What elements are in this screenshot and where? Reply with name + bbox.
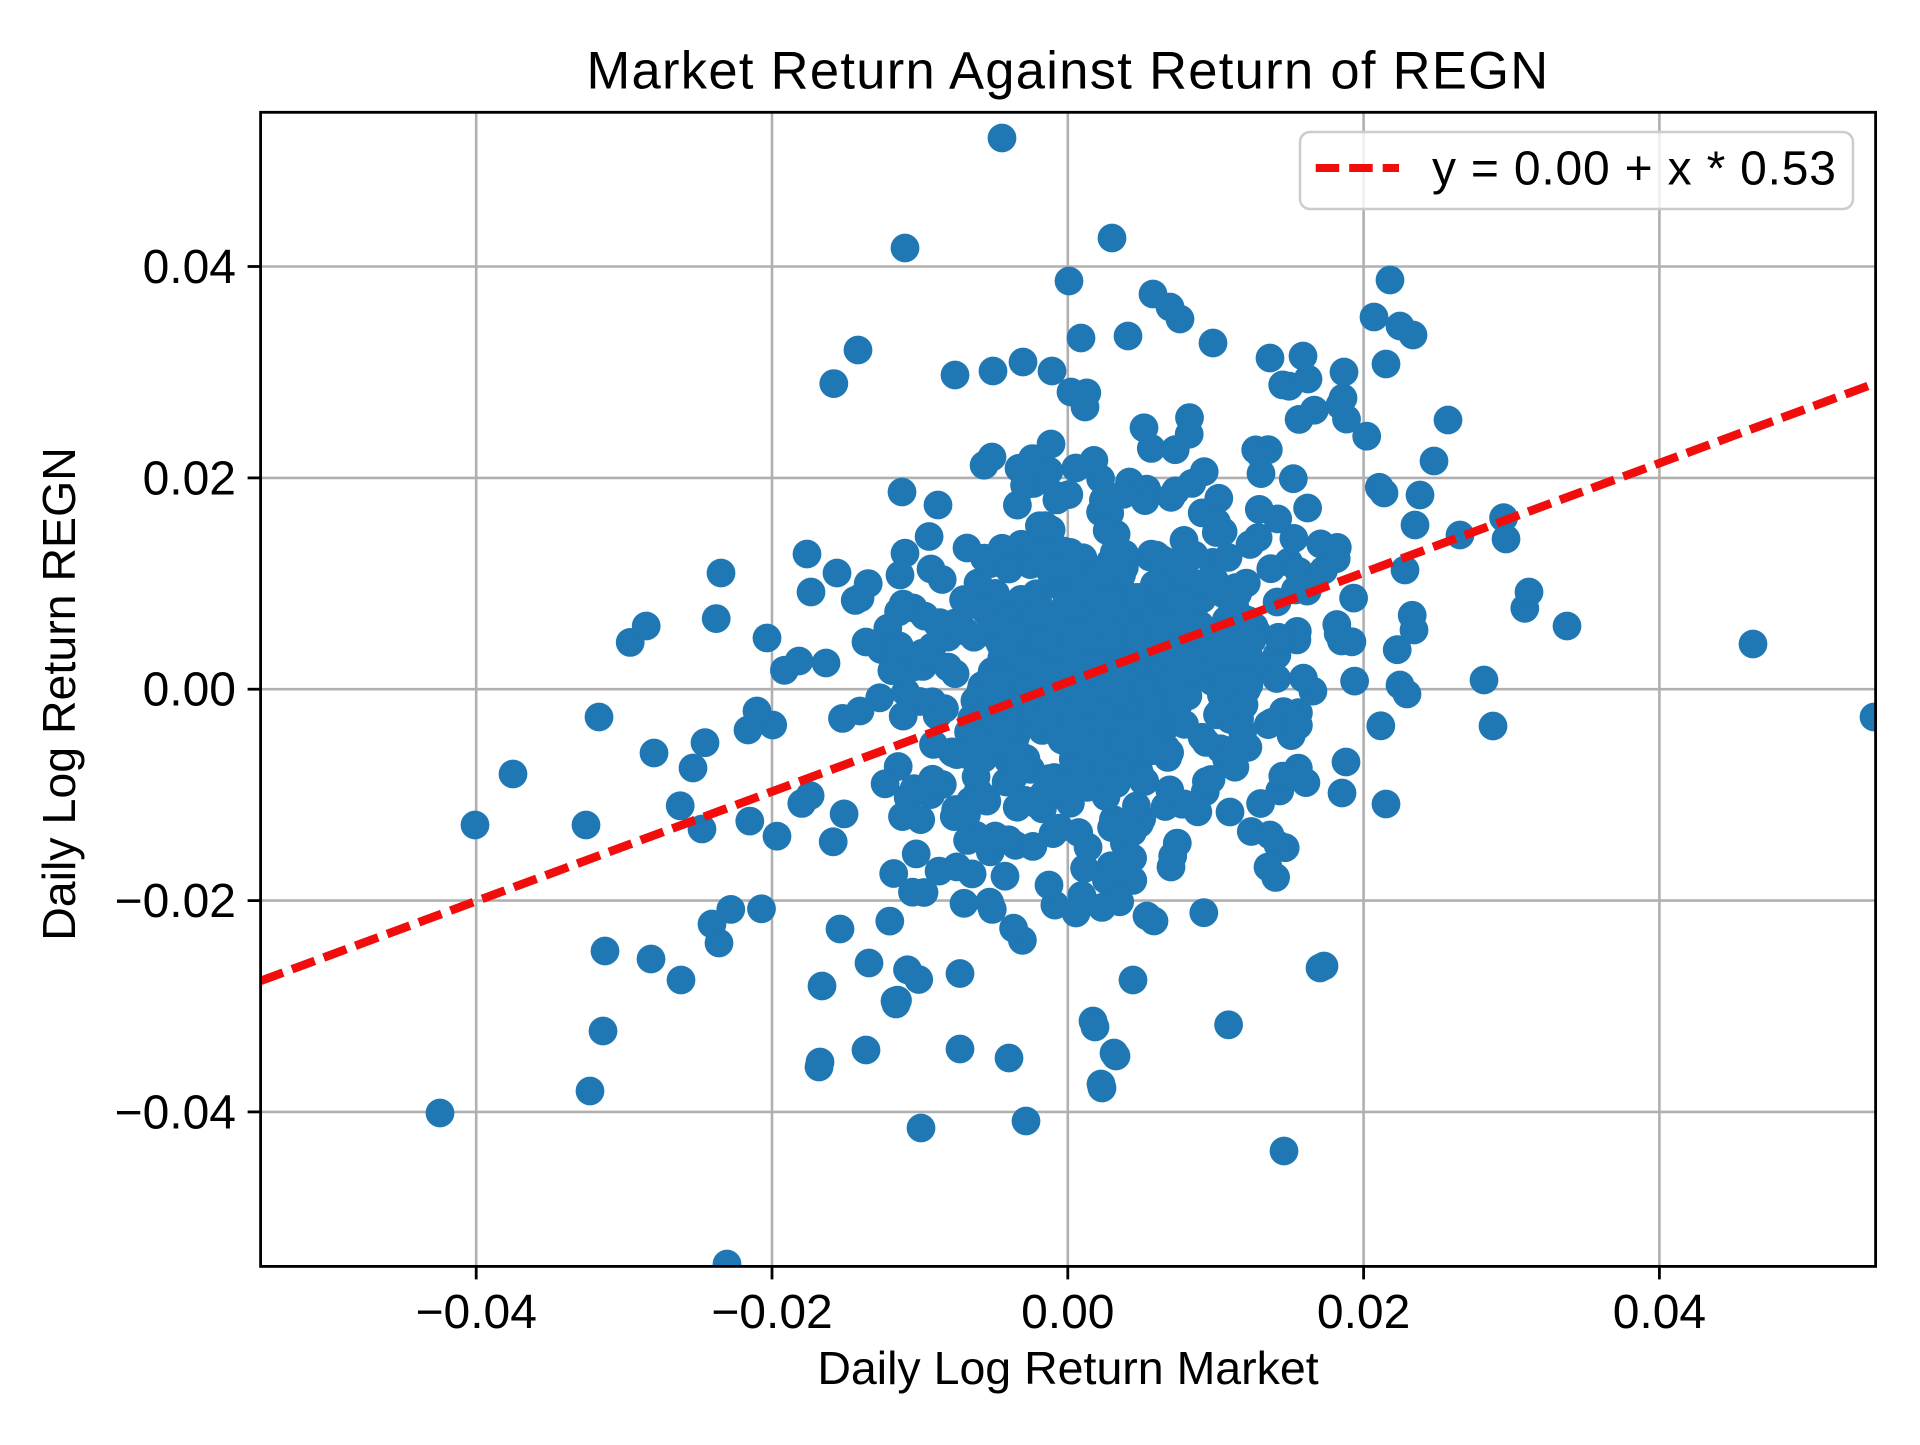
- svg-text:−0.02: −0.02: [711, 1286, 832, 1339]
- svg-text:Daily Log Return REGN: Daily Log Return REGN: [33, 447, 85, 941]
- svg-text:0.00: 0.00: [1021, 1286, 1114, 1339]
- svg-text:−0.02: −0.02: [115, 875, 236, 928]
- svg-text:0.00: 0.00: [143, 664, 236, 717]
- svg-text:0.02: 0.02: [143, 452, 236, 505]
- svg-text:0.04: 0.04: [143, 241, 236, 294]
- svg-text:Daily Log Return Market: Daily Log Return Market: [817, 1342, 1318, 1394]
- svg-text:Market Return Against Return o: Market Return Against Return of REGN: [586, 42, 1549, 101]
- svg-text:y = 0.00 + x * 0.53: y = 0.00 + x * 0.53: [1432, 143, 1837, 196]
- svg-text:0.04: 0.04: [1613, 1286, 1706, 1339]
- svg-text:−0.04: −0.04: [415, 1286, 536, 1339]
- svg-text:−0.04: −0.04: [115, 1086, 236, 1139]
- svg-text:0.02: 0.02: [1317, 1286, 1410, 1339]
